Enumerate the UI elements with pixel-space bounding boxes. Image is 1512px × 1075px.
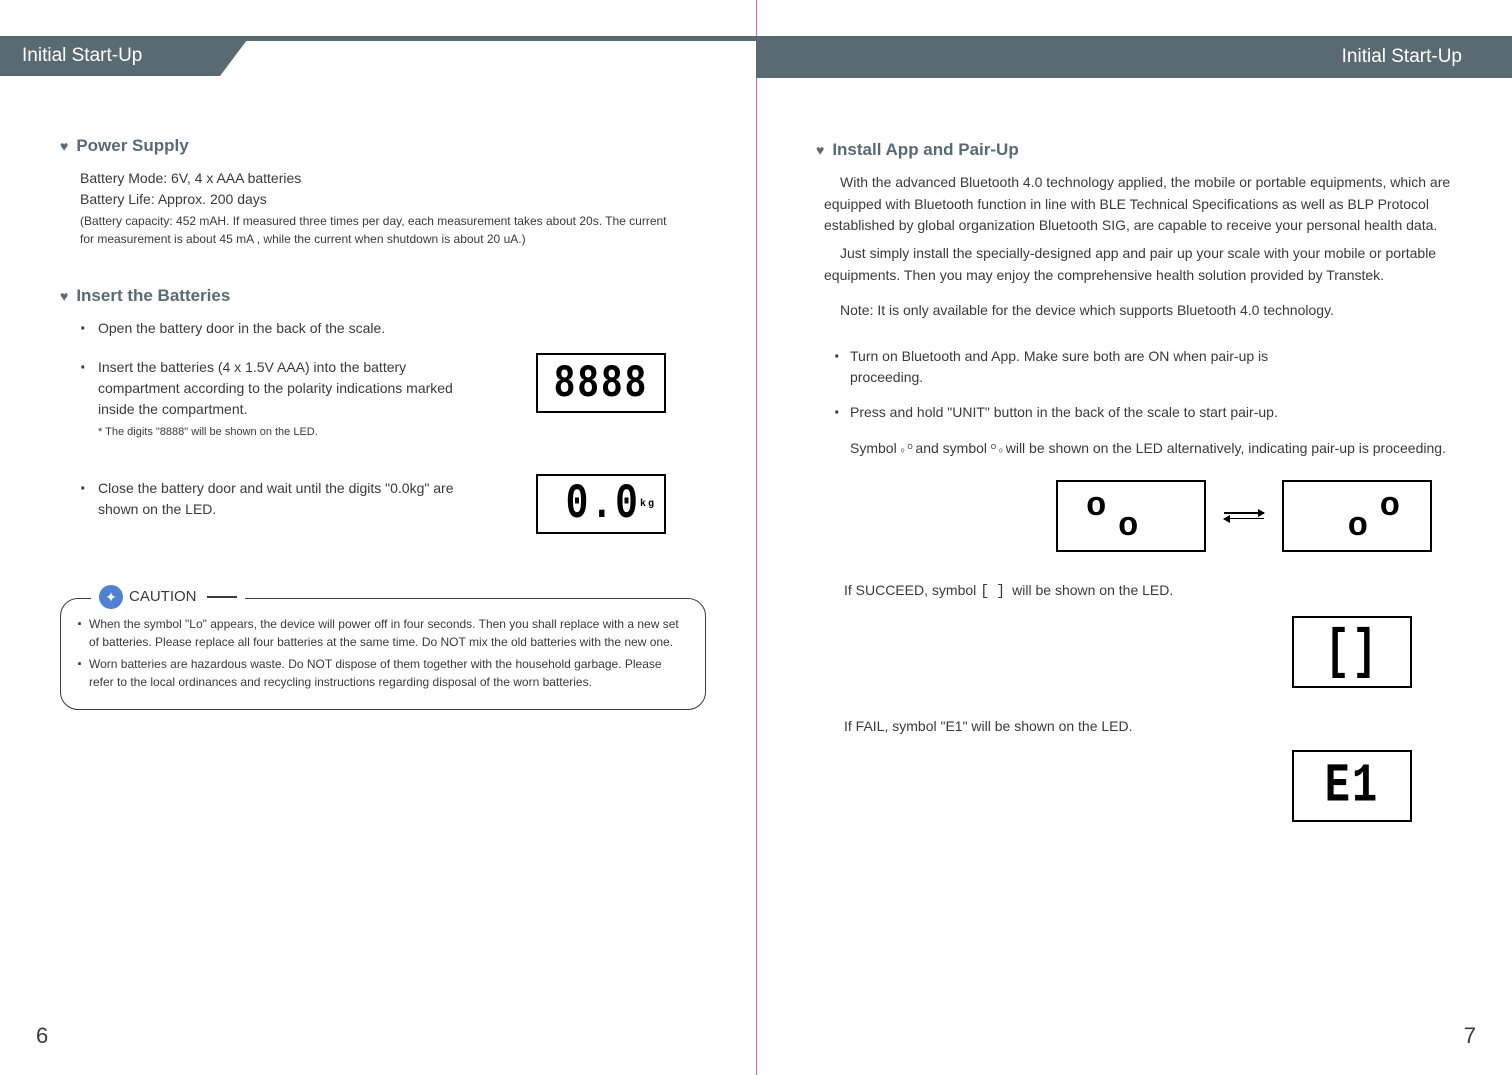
install-title: Install App and Pair-Up xyxy=(832,140,1018,160)
lcd-b-bot: o xyxy=(1348,508,1370,546)
succeed-symbol-inline: [ ] xyxy=(980,583,1012,600)
lcd-pair-a: o o xyxy=(1056,480,1206,552)
battery-life: Battery Life: Approx. 200 days xyxy=(80,189,706,210)
header-text-right: Initial Start-Up xyxy=(1342,46,1462,68)
lcd-00-value: 0.0 xyxy=(566,476,640,532)
bullet-open-door: Open the battery door in the back of the… xyxy=(98,318,498,339)
lcd-fail-value: E1 xyxy=(1325,755,1379,817)
succeed-suffix: will be shown on the LED. xyxy=(1012,582,1173,598)
heart-icon: ♥ xyxy=(60,288,68,304)
lcd-succeed-value: [] xyxy=(1325,621,1379,683)
install-p1: With the advanced Bluetooth 4.0 technolo… xyxy=(824,172,1452,237)
lcd-8888-value: 8888 xyxy=(554,356,648,409)
caution-text: CAUTION xyxy=(129,586,197,609)
bullet-unit-hold: Press and hold "UNIT" button in the back… xyxy=(836,402,1452,423)
caution-2: Worn batteries are hazardous waste. Do N… xyxy=(79,655,687,691)
caution-icon: ✦ xyxy=(99,585,123,609)
arrow-pair xyxy=(1224,512,1264,519)
succeed-line: If SUCCEED, symbol [ ] will be shown on … xyxy=(844,582,1452,600)
bullet-bt-on: Turn on Bluetooth and App. Make sure bot… xyxy=(836,346,1316,388)
insert-batteries-title: Insert the Batteries xyxy=(76,286,230,306)
lcd-a-bot: o xyxy=(1118,508,1140,546)
lcd-b-top: o xyxy=(1380,488,1402,526)
install-note: Note: It is only available for the devic… xyxy=(840,302,1452,318)
caution-line xyxy=(207,596,237,598)
lcd-00kg: 0.0kg xyxy=(536,474,666,534)
lcd-succeed-row: [] xyxy=(816,616,1412,688)
caution-label: ✦ CAUTION xyxy=(91,585,245,609)
symbol-description: Symbol ₀ ᴼ and symbol ᴼ ₀ will be shown … xyxy=(850,437,1452,459)
lcd-pair-row: o o o o xyxy=(816,480,1432,552)
lcd-a-top: o xyxy=(1086,488,1108,526)
page-left: Initial Start-Up ♥ Power Supply Battery … xyxy=(0,0,756,1075)
lcd-succeed: [] xyxy=(1292,616,1412,688)
section-insert-batteries: ♥ Insert the Batteries xyxy=(60,286,706,306)
lcd-8888: 8888 xyxy=(536,353,666,413)
page-number-right: 7 xyxy=(1464,1023,1476,1049)
install-p2: Just simply install the specially-design… xyxy=(824,243,1452,286)
sym-b-inline: ᴼ ₀ xyxy=(991,444,1006,455)
lcd-fail-row: E1 xyxy=(816,750,1412,822)
battery-detail: (Battery capacity: 452 mAH. If measured … xyxy=(80,212,670,248)
sym-mid: and symbol xyxy=(915,440,987,456)
arrow-right-icon xyxy=(1224,512,1264,514)
content-left: ♥ Power Supply Battery Mode: 6V, 4 x AAA… xyxy=(50,136,706,710)
arrow-left-icon xyxy=(1224,518,1264,520)
heart-icon: ♥ xyxy=(816,142,824,158)
page-number-left: 6 xyxy=(36,1023,48,1049)
fail-line: If FAIL, symbol "E1" will be shown on th… xyxy=(844,718,1452,734)
succeed-prefix: If SUCCEED, symbol xyxy=(844,582,976,598)
section-install: ♥ Install App and Pair-Up xyxy=(816,140,1452,160)
power-supply-title: Power Supply xyxy=(76,136,188,156)
sym-suffix: will be shown on the LED alternatively, … xyxy=(1006,440,1446,456)
lcd-pair-b: o o xyxy=(1282,480,1432,552)
sym-prefix: Symbol xyxy=(850,440,897,456)
lcd-00-unit: kg xyxy=(640,499,656,510)
section-power-supply: ♥ Power Supply xyxy=(60,136,706,156)
lcd-fail: E1 xyxy=(1292,750,1412,822)
content-right: ♥ Install App and Pair-Up With the advan… xyxy=(806,140,1462,822)
bullet-close: Close the battery door and wait until th… xyxy=(98,478,458,520)
caution-box: ✦ CAUTION When the symbol "Lo" appears, … xyxy=(60,598,706,710)
header-text-left: Initial Start-Up xyxy=(22,45,142,67)
row-insert: Insert the batteries (4 x 1.5V AAA) into… xyxy=(60,357,706,438)
battery-mode: Battery Mode: 6V, 4 x AAA batteries xyxy=(80,168,706,189)
caution-1: When the symbol "Lo" appears, the device… xyxy=(79,615,687,651)
header-tab-left: Initial Start-Up xyxy=(0,36,220,76)
page-right: Initial Start-Up ♥ Install App and Pair-… xyxy=(756,0,1512,1075)
row-close: Close the battery door and wait until th… xyxy=(60,478,706,538)
sym-a-inline: ₀ ᴼ xyxy=(901,444,916,455)
heart-icon: ♥ xyxy=(60,138,68,154)
bullet-insert: Insert the batteries (4 x 1.5V AAA) into… xyxy=(98,357,458,420)
header-tab-right: Initial Start-Up xyxy=(1342,36,1462,78)
